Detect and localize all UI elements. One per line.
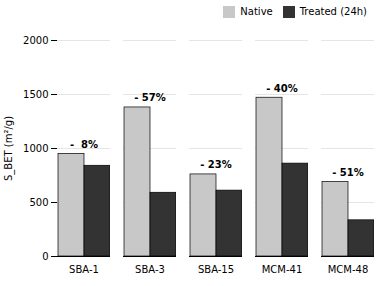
- svg-text:SBA-15: SBA-15: [198, 264, 234, 275]
- svg-text:- 40%: - 40%: [266, 83, 298, 94]
- svg-text:- 23%: - 23%: [200, 159, 232, 170]
- html-text:Treated (24h): Treated (24h): [299, 6, 367, 17]
- svg-text:- 51%: - 51%: [332, 167, 364, 178]
- svg-text:- 8%: - 8%: [70, 139, 98, 150]
- svg-text:500: 500: [29, 197, 48, 208]
- svg-text:MCM-48: MCM-48: [328, 264, 369, 275]
- svg-text:MCM-41: MCM-41: [262, 264, 303, 275]
- svg-text:1500: 1500: [23, 89, 48, 100]
- svg-text:2000: 2000: [23, 35, 48, 46]
- html-text:Native: Native: [240, 6, 273, 17]
- svg-text:SBA-3: SBA-3: [135, 264, 165, 275]
- svg-text:0: 0: [42, 251, 48, 262]
- svg-text:S_BET (m²/g): S_BET (m²/g): [3, 116, 15, 181]
- svg-text:1000: 1000: [23, 143, 48, 154]
- svg-text:- 57%: - 57%: [134, 92, 166, 103]
- svg-text:SBA-1: SBA-1: [69, 264, 99, 275]
